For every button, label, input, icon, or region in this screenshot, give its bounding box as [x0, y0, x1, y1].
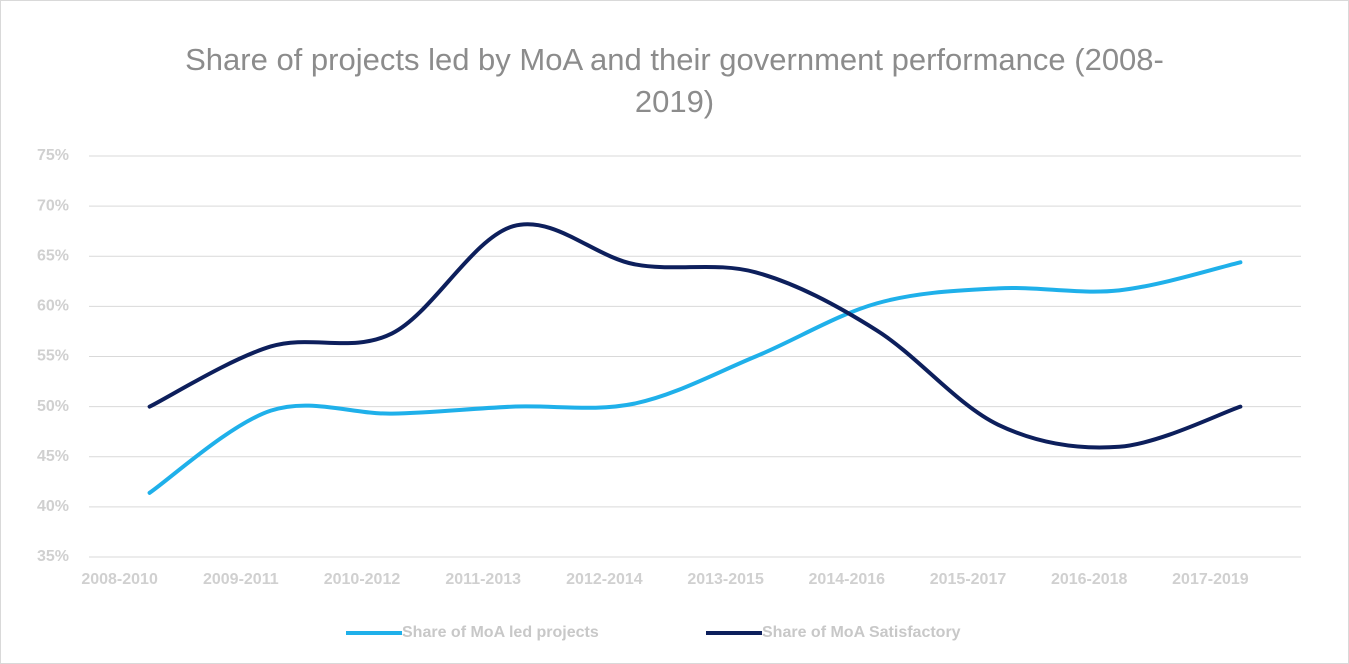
- y-tick-label: 70%: [37, 197, 69, 214]
- y-tick-label: 40%: [37, 498, 69, 515]
- y-tick-label: 65%: [37, 247, 69, 264]
- y-tick-label: 75%: [37, 147, 69, 164]
- x-tick-label: 2012-2014: [566, 571, 643, 588]
- legend-label: Share of MoA led projects: [402, 624, 599, 641]
- y-tick-label: 45%: [37, 448, 69, 465]
- legend-label: Share of MoA Satisfactory: [762, 624, 961, 641]
- y-tick-label: 55%: [37, 348, 69, 365]
- x-tick-label: 2008-2010: [81, 571, 158, 588]
- y-tick-label: 60%: [37, 298, 69, 315]
- x-tick-label: 2009-2011: [203, 571, 279, 588]
- series-line: [147, 222, 1243, 450]
- x-tick-label: 2014-2016: [809, 571, 886, 588]
- x-tick-label: 2013-2015: [687, 571, 764, 588]
- x-tick-label: 2010-2012: [324, 571, 401, 588]
- x-tick-label: 2011-2013: [445, 571, 521, 588]
- x-tick-label: 2017-2019: [1172, 571, 1249, 588]
- y-tick-label: 35%: [37, 548, 69, 565]
- title-box: Share of projects led by MoA and their g…: [1, 39, 1348, 123]
- x-tick-label: 2016-2018: [1051, 571, 1128, 588]
- chart-title: Share of projects led by MoA and their g…: [185, 42, 1164, 119]
- series-line: [147, 260, 1243, 495]
- x-tick-label: 2015-2017: [930, 571, 1007, 588]
- y-tick-label: 50%: [37, 398, 69, 415]
